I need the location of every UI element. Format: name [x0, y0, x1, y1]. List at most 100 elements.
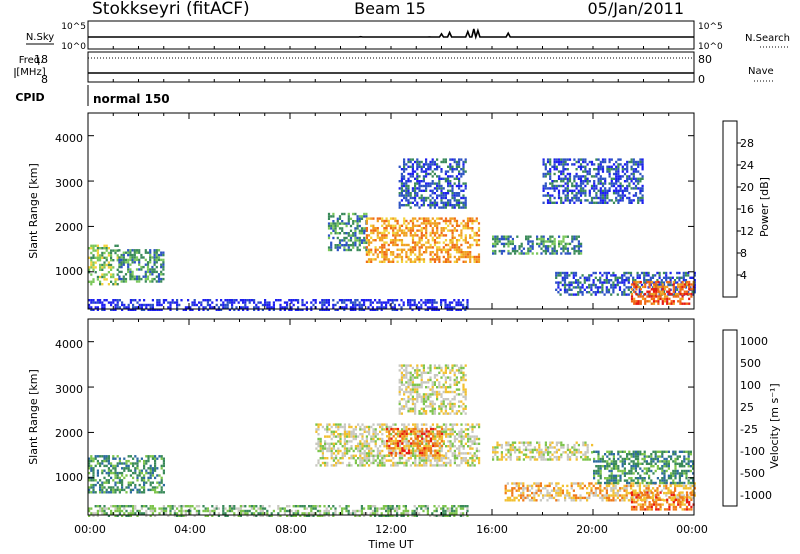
- heat-cell: [131, 256, 134, 259]
- heat-cell: [336, 217, 339, 220]
- heat-cell: [586, 163, 589, 166]
- heat-cell: [460, 430, 463, 433]
- heat-cell: [458, 393, 461, 396]
- heat-cell: [469, 447, 472, 450]
- heat-cell: [414, 437, 417, 440]
- heat-cell: [614, 283, 617, 287]
- heat-cell: [155, 251, 158, 254]
- heat-cell: [568, 274, 571, 277]
- heat-cell: [354, 301, 357, 304]
- heat-cell: [275, 299, 278, 302]
- heat-cell: [464, 199, 467, 202]
- heat-cell: [551, 240, 554, 243]
- heat-cell: [608, 158, 611, 161]
- heat-cell: [522, 247, 525, 250]
- heat-cell: [400, 177, 403, 180]
- heat-cell: [539, 499, 542, 502]
- heat-cell: [590, 175, 594, 178]
- heat-cell: [321, 301, 324, 304]
- heat-cell: [538, 237, 541, 241]
- heat-cell: [327, 301, 330, 304]
- heat-cell: [433, 383, 436, 386]
- heat-cell: [132, 488, 135, 492]
- heat-cell: [127, 308, 130, 311]
- heat-cell: [538, 242, 541, 246]
- heat-cell: [257, 306, 260, 309]
- heat-cell: [458, 187, 461, 190]
- heat-cell: [147, 476, 150, 480]
- heat-cell: [92, 254, 95, 257]
- heat-cell: [429, 410, 432, 413]
- heat-cell: [103, 464, 106, 468]
- heat-cell: [459, 301, 462, 304]
- heat-cell: [330, 447, 333, 450]
- heat-cell: [451, 194, 454, 197]
- heat-cell: [672, 295, 675, 298]
- heat-cell: [477, 222, 481, 225]
- heat-cell: [436, 204, 439, 207]
- heat-cell: [346, 433, 349, 436]
- heat-cell: [394, 234, 397, 237]
- heat-cell: [153, 270, 156, 274]
- heat-cell: [693, 271, 696, 275]
- heat-cell: [358, 306, 361, 309]
- heat-cell: [562, 165, 565, 168]
- heat-cell: [328, 445, 331, 448]
- heat-cell: [599, 168, 602, 171]
- heat-cell: [650, 288, 653, 291]
- heat-cell: [321, 452, 324, 455]
- heat-cell: [129, 268, 132, 271]
- heat-cell: [591, 451, 594, 454]
- heat-cell: [429, 301, 432, 304]
- heat-cell: [633, 283, 636, 286]
- heat-cell: [464, 459, 467, 462]
- heat-cell: [412, 449, 415, 453]
- heat-cell: [324, 428, 327, 431]
- heat-cell: [447, 255, 450, 259]
- heat-cell: [469, 253, 472, 256]
- heat-cell: [101, 303, 104, 307]
- heat-cell: [414, 398, 417, 401]
- heat-cell: [398, 407, 401, 410]
- heat-cell: [619, 199, 622, 202]
- heat-cell: [577, 184, 580, 188]
- heat-cell: [226, 303, 229, 307]
- heat-cell: [416, 386, 419, 389]
- heat-cell: [464, 452, 467, 455]
- heat-cell: [444, 206, 447, 209]
- heat-cell: [538, 441, 541, 444]
- heat-cell: [379, 445, 382, 448]
- heat-cell: [147, 467, 150, 470]
- heat-cell: [151, 474, 154, 477]
- heat-cell: [563, 279, 567, 282]
- heat-cell: [372, 227, 375, 230]
- heat-cell: [400, 204, 403, 207]
- heat-cell: [433, 301, 436, 304]
- heat-cell: [641, 285, 645, 289]
- heat-cell: [563, 291, 567, 294]
- heat-cell: [544, 484, 547, 488]
- heat-cell: [348, 433, 351, 436]
- heat-cell: [398, 447, 401, 450]
- heat-cell: [427, 378, 430, 382]
- heat-cell: [527, 443, 530, 447]
- heat-cell: [368, 447, 371, 450]
- heat-cell: [471, 447, 474, 450]
- heat-cell: [436, 189, 439, 192]
- heat-cell: [599, 187, 602, 190]
- heat-cell: [398, 180, 401, 183]
- heat-cell: [233, 301, 236, 304]
- heat-cell: [466, 251, 470, 254]
- heat-cell: [349, 229, 353, 232]
- heat-cell: [346, 449, 349, 453]
- heat-cell: [460, 393, 463, 396]
- heat-cell: [570, 499, 573, 502]
- heat-cell: [449, 241, 452, 244]
- heat-cell: [464, 374, 467, 377]
- heat-cell: [341, 452, 344, 455]
- heat-cell: [455, 248, 459, 251]
- heat-cell: [412, 430, 415, 433]
- heat-cell: [691, 291, 694, 294]
- heat-cell: [469, 440, 472, 443]
- heat-cell: [471, 236, 474, 239]
